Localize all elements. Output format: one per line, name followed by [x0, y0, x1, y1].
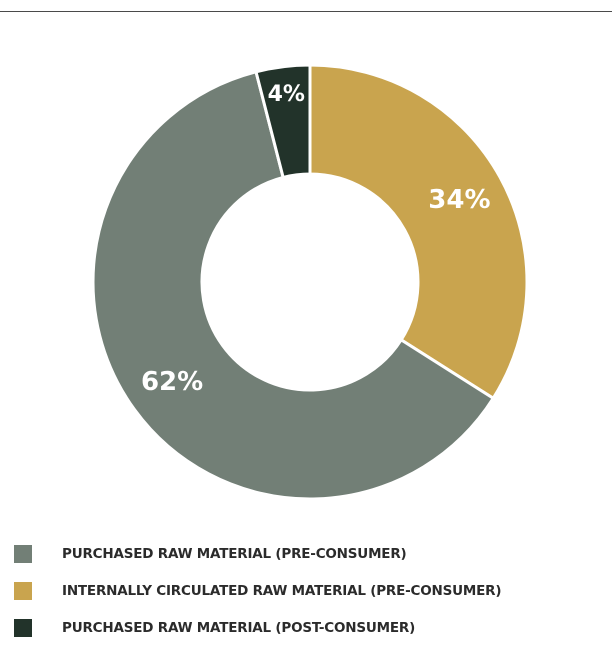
legend-item-post-consumer-purchased: PURCHASED RAW MATERIAL (POST-CONSUMER)	[14, 619, 501, 637]
slice-data-label: 34%	[428, 185, 490, 215]
donut-slice	[308, 63, 529, 401]
slice-data-label: 4%	[268, 82, 305, 107]
chart-legend: PURCHASED RAW MATERIAL (PRE-CONSUMER) IN…	[14, 545, 502, 656]
legend-item-internally-circulated: INTERNALLY CIRCULATED RAW MATERIAL (PRE-…	[14, 582, 502, 600]
legend-label: INTERNALLY CIRCULATED RAW MATERIAL (PRE-…	[62, 583, 502, 599]
legend-label: PURCHASED RAW MATERIAL (PRE-CONSUMER)	[62, 546, 407, 562]
legend-label: PURCHASED RAW MATERIAL (POST-CONSUMER)	[62, 620, 416, 636]
donut-slice	[254, 63, 312, 180]
top-divider	[0, 11, 612, 12]
legend-swatch	[14, 545, 32, 563]
donut-labels: 34% 62% 4%	[141, 82, 491, 397]
legend-item-pre-consumer-purchased: PURCHASED RAW MATERIAL (PRE-CONSUMER)	[14, 545, 501, 563]
legend-swatch	[14, 582, 32, 600]
legend-swatch	[14, 619, 32, 637]
donut-chart: 34% 62% 4%	[91, 63, 529, 501]
donut-slice	[91, 69, 496, 501]
donut-slices	[91, 63, 529, 501]
slice-data-label: 62%	[141, 367, 203, 397]
